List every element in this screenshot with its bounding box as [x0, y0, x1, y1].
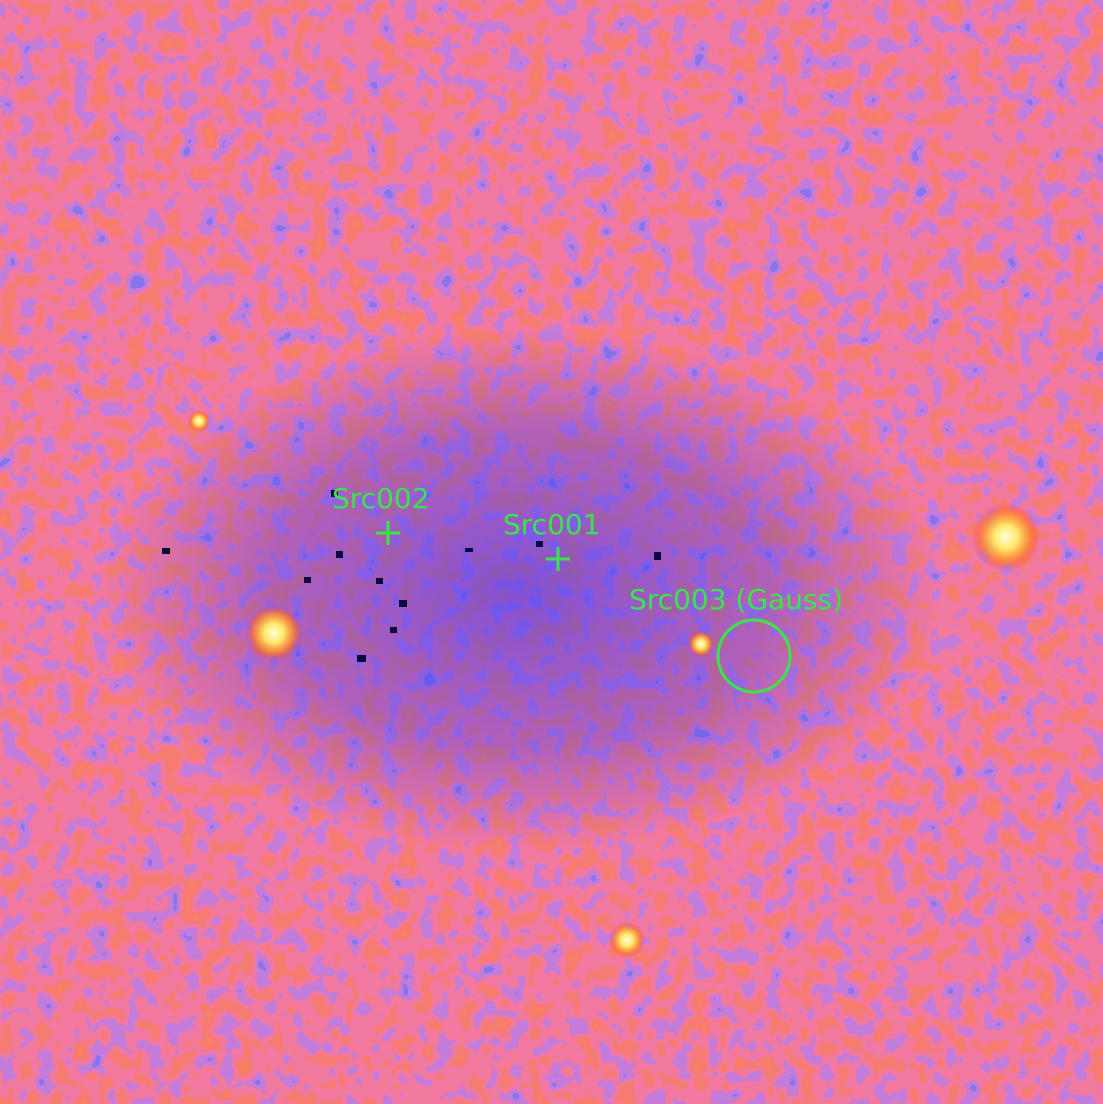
cross-marker — [376, 521, 400, 545]
diffuse-emission-region — [100, 330, 940, 850]
bright-source-east — [972, 503, 1040, 571]
bright-source-small — [688, 631, 714, 657]
source-src001[interactable]: Src001 — [503, 508, 601, 571]
source-label: Src002 — [332, 482, 430, 515]
source-label: Src003 (Gauss) — [629, 583, 843, 616]
bright-source-west — [246, 605, 302, 661]
bright-source-north-west — [188, 410, 210, 432]
source-label: Src001 — [503, 508, 601, 541]
cross-marker — [546, 547, 570, 571]
gauss-circle-marker — [716, 618, 792, 694]
dark-speckles — [162, 490, 661, 662]
source-src002[interactable]: Src002 — [332, 482, 430, 545]
source-src003[interactable]: Src003 (Gauss) — [629, 583, 843, 694]
bright-source-south — [609, 922, 645, 958]
